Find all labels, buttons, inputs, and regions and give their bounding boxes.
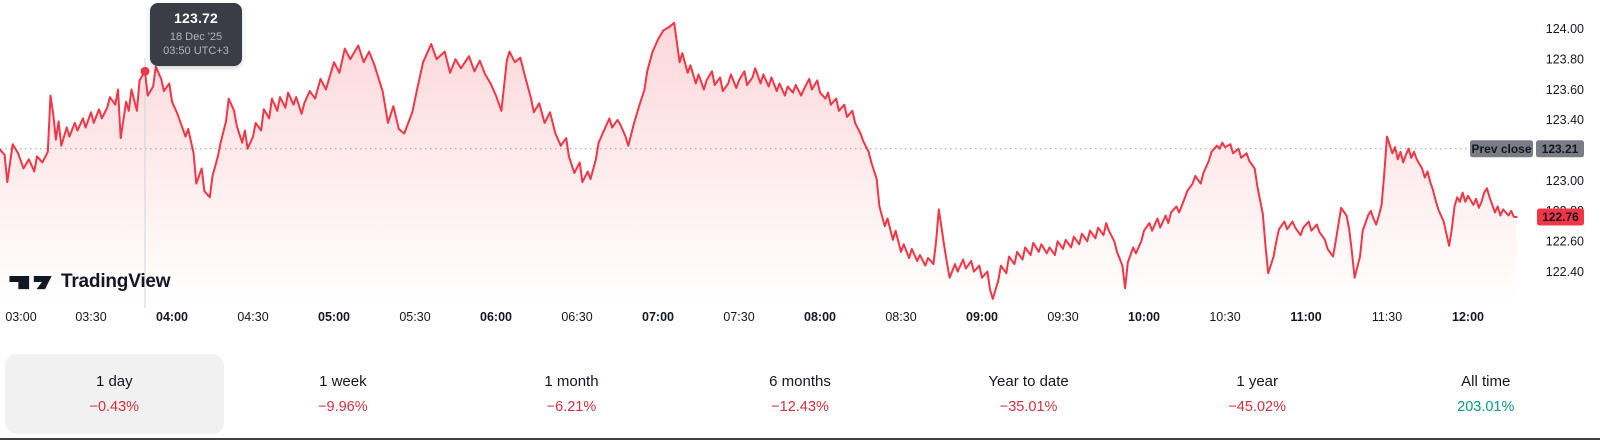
range-tab-change: −12.43% <box>771 399 829 415</box>
x-axis-label: 06:00 <box>480 310 512 324</box>
range-tab-change: −45.02% <box>1228 399 1286 415</box>
range-tab-1-year[interactable]: 1 year −45.02% <box>1148 354 1367 434</box>
range-tab-change: 203.01% <box>1457 399 1515 415</box>
prev-close-value-badge <box>1536 140 1584 158</box>
tooltip-date: 18 Dec '25 <box>169 31 223 43</box>
range-tab-1-week[interactable]: 1 week −9.96% <box>234 354 453 434</box>
tooltip-time: 03:50 UTC+3 <box>163 45 229 57</box>
x-axis-label: 10:00 <box>1128 310 1160 324</box>
tradingview-logo-text: TradingView <box>61 271 171 292</box>
y-axis-label: 123.80 <box>1546 52 1584 66</box>
range-tab-change: −9.96% <box>318 399 368 415</box>
range-tab-all-time[interactable]: All time 203.01% <box>1376 354 1595 434</box>
range-tab-label: 1 year <box>1236 373 1279 390</box>
x-axis-label: 11:00 <box>1290 310 1321 324</box>
chart-canvas[interactable]: 03:00 03:30 04:00 04:30 05:00 05:30 06:00 06:30… <box>0 0 1600 340</box>
y-axis-label: 124.00 <box>1546 22 1584 36</box>
x-axis-label: 07:30 <box>723 310 754 324</box>
x-axis-label: 07:00 <box>642 310 674 324</box>
price-tooltip: 123.72 18 Dec '25 03:50 UTC+3 <box>150 3 242 66</box>
y-axis-label: 123.00 <box>1546 174 1584 188</box>
x-axis-label: 10:30 <box>1209 310 1240 324</box>
range-tab-label: 1 month <box>544 373 599 390</box>
crosshair-marker-dot <box>140 66 150 76</box>
range-tab-year-to-date[interactable]: Year to date −35.01% <box>919 354 1138 434</box>
price-line <box>0 21 1518 300</box>
range-tab-label: 6 months <box>769 373 831 390</box>
range-tab-6-months[interactable]: 6 months −12.43% <box>691 354 910 434</box>
x-axis-label: 03:30 <box>75 310 106 324</box>
x-axis-label: 05:00 <box>318 310 350 324</box>
y-axis-label: 122.60 <box>1546 235 1584 249</box>
x-axis-label: 08:00 <box>804 310 836 324</box>
tooltip-price: 123.72 <box>173 10 219 26</box>
prev-close-value: 123.21 <box>1542 142 1579 156</box>
range-tab-change: −0.43% <box>89 399 140 415</box>
range-tab-change: −6.21% <box>546 399 597 415</box>
x-axis-label: 04:30 <box>237 310 268 324</box>
prev-close-label: Prev close <box>1471 142 1531 156</box>
bottom-divider <box>0 438 1600 440</box>
x-axis-label: 06:30 <box>561 310 592 324</box>
current-price-badge <box>1537 208 1584 226</box>
range-tab-label: 1 week <box>319 373 367 390</box>
x-axis-label: 04:00 <box>156 310 188 324</box>
tradingview-logo-icon <box>9 275 53 290</box>
x-axis-label: 09:00 <box>966 310 998 324</box>
y-axis-label: 122.40 <box>1546 265 1584 279</box>
prev-close-badge <box>1470 140 1533 158</box>
range-tab-label: All time <box>1461 373 1511 390</box>
price-area-fill <box>0 22 1517 302</box>
range-tab-change: −35.01% <box>999 399 1058 415</box>
x-axis-label: 12:00 <box>1452 310 1484 324</box>
x-axis-label: 09:30 <box>1047 310 1078 324</box>
price-chart[interactable]: 03:00 03:30 04:00 04:30 05:00 05:30 06:00 06:30… <box>0 0 1600 340</box>
y-axis-label: 123.60 <box>1546 83 1584 97</box>
range-tabs: 1 day −0.43% 1 week −9.96% 1 month −6.21% 6 mo… <box>0 352 1600 436</box>
range-tab-1-month[interactable]: 1 month −6.21% <box>462 354 681 434</box>
x-axis-label: 11:30 <box>1372 310 1402 324</box>
x-axis-label: 03:00 <box>5 310 36 324</box>
tradingview-logo[interactable]: TradingView <box>9 271 171 293</box>
current-price-value: 122.76 <box>1542 210 1579 224</box>
range-tab-label: 1 day <box>95 373 133 390</box>
range-tab-1-day[interactable]: 1 day −0.43% <box>5 354 224 434</box>
x-axis-label: 08:30 <box>885 310 916 324</box>
y-axis-label: 123.40 <box>1546 113 1584 127</box>
range-tab-label: Year to date <box>988 373 1069 390</box>
x-axis-label: 05:30 <box>399 310 430 324</box>
